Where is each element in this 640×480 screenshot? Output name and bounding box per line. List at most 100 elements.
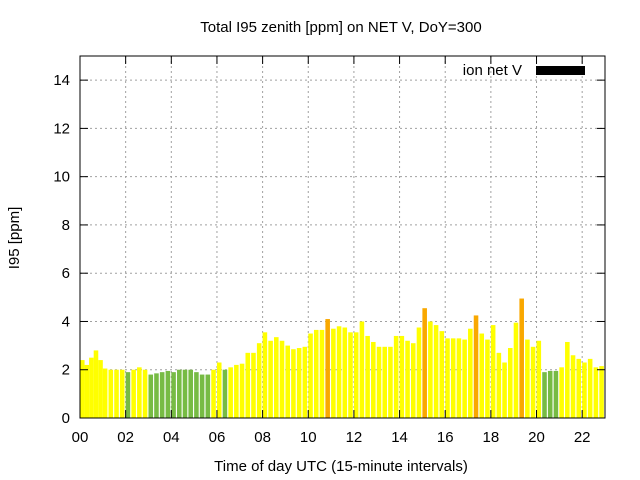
bar <box>142 369 148 418</box>
bar <box>228 367 233 418</box>
legend-label: ion net V <box>463 62 522 79</box>
x-tick-label: 22 <box>574 429 591 446</box>
bar <box>450 338 456 418</box>
x-tick-label: 10 <box>300 429 317 446</box>
bar <box>89 357 94 418</box>
bar <box>365 335 370 418</box>
bar <box>536 340 542 418</box>
bar <box>388 346 393 418</box>
bar <box>199 374 205 418</box>
bar <box>108 369 114 418</box>
y-tick-label: 8 <box>62 217 70 234</box>
y-tick-label: 10 <box>53 169 70 186</box>
bar <box>137 367 142 418</box>
bar <box>165 370 171 418</box>
bar <box>268 340 273 418</box>
bar <box>547 370 553 418</box>
bar <box>93 350 99 418</box>
bar <box>119 369 125 418</box>
bar <box>296 348 302 418</box>
y-tick-label: 4 <box>62 313 70 330</box>
bar <box>125 372 131 418</box>
bar <box>371 341 376 418</box>
bar <box>490 325 496 418</box>
y-tick-label: 14 <box>53 72 70 89</box>
bar <box>313 329 319 418</box>
x-tick-label: 08 <box>254 429 271 446</box>
bar <box>479 333 485 418</box>
bar <box>382 346 388 418</box>
x-tick-label: 18 <box>483 429 500 446</box>
bar <box>319 329 325 418</box>
bar <box>285 345 290 418</box>
bar <box>342 327 348 418</box>
legend: ion net V <box>463 62 585 79</box>
bar <box>194 372 199 418</box>
bar <box>416 327 422 418</box>
bar <box>148 374 154 418</box>
bar <box>496 352 502 418</box>
bar <box>234 364 239 418</box>
x-axis-label: Time of day UTC (15-minute intervals) <box>214 458 468 475</box>
bar <box>525 339 530 418</box>
bar <box>251 352 256 418</box>
bar <box>599 366 604 418</box>
bar <box>353 332 359 418</box>
x-tick-label: 20 <box>528 429 545 446</box>
bar <box>291 349 296 418</box>
bars-group <box>80 298 604 418</box>
bar <box>98 360 103 418</box>
bar <box>114 369 119 418</box>
bar <box>519 298 524 418</box>
bar <box>102 368 108 418</box>
bar <box>131 369 136 418</box>
bar <box>216 362 222 418</box>
bar <box>405 340 410 418</box>
y-tick-label: 6 <box>62 265 70 282</box>
bar <box>84 364 90 418</box>
x-tick-label: 16 <box>437 429 454 446</box>
bar <box>576 358 582 418</box>
bar <box>513 322 519 418</box>
bar <box>154 373 159 418</box>
bar <box>80 360 85 418</box>
plot-frame <box>79 55 606 419</box>
bar <box>256 343 262 418</box>
bar <box>559 367 564 418</box>
x-tick-label: 14 <box>391 429 408 446</box>
bar <box>222 369 228 418</box>
bar <box>262 332 268 418</box>
bar <box>331 328 336 418</box>
bar <box>565 341 570 418</box>
bar <box>188 369 193 418</box>
bar <box>507 348 513 418</box>
bar <box>439 331 445 418</box>
bar <box>473 315 479 418</box>
bar <box>422 308 427 418</box>
bar <box>582 362 587 418</box>
bar <box>456 338 462 418</box>
x-tick-label: 00 <box>72 429 89 446</box>
bar <box>336 326 342 418</box>
y-tick-label: 0 <box>62 410 70 427</box>
bar <box>393 335 399 418</box>
bar <box>428 321 433 418</box>
bar <box>325 319 330 418</box>
bar <box>245 352 251 418</box>
bar <box>485 339 490 418</box>
bar <box>462 339 467 418</box>
bar <box>274 337 279 418</box>
y-tick-label: 12 <box>53 120 70 137</box>
bar <box>587 358 593 418</box>
x-tick-label: 04 <box>163 429 180 446</box>
bar <box>302 346 308 418</box>
bar <box>182 369 188 418</box>
bar <box>239 363 245 418</box>
bar <box>593 367 599 418</box>
bar <box>553 370 559 418</box>
bar <box>376 346 382 418</box>
bar <box>171 372 176 418</box>
bar <box>433 325 439 418</box>
